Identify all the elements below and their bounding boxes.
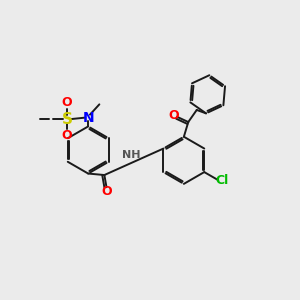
Text: N: N — [82, 111, 94, 124]
Text: S: S — [61, 112, 73, 127]
Text: O: O — [168, 109, 179, 122]
Text: O: O — [62, 129, 72, 142]
Text: Cl: Cl — [215, 174, 228, 187]
Text: O: O — [62, 96, 72, 110]
Text: NH: NH — [122, 150, 141, 160]
Text: O: O — [102, 185, 112, 198]
